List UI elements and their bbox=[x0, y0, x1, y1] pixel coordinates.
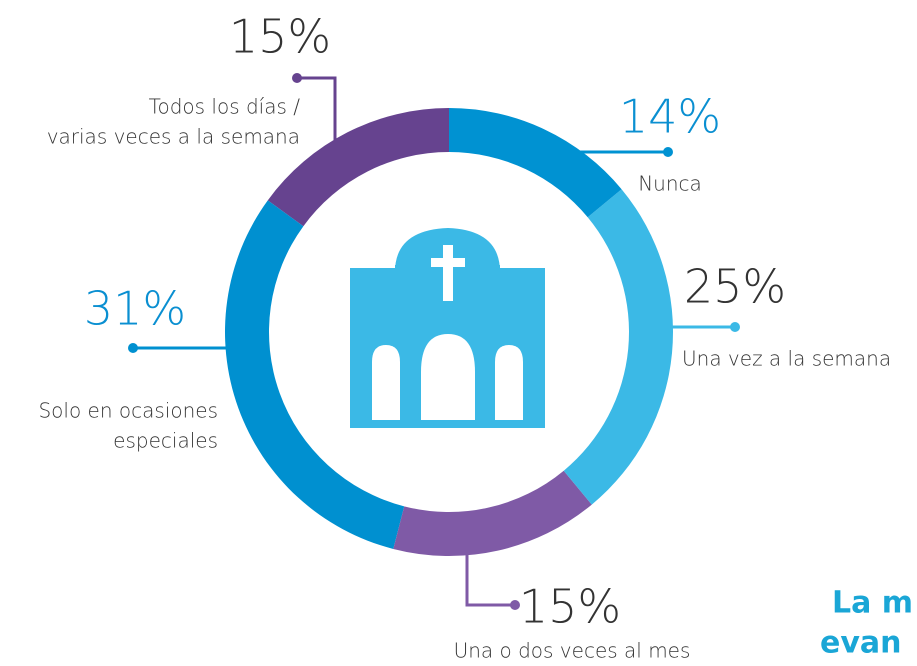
leader-dot bbox=[663, 147, 673, 157]
donut-segment bbox=[267, 108, 449, 227]
leader-line bbox=[297, 76, 337, 140]
leader-dot bbox=[128, 343, 138, 353]
category-label: Una vez a la semana bbox=[682, 347, 891, 371]
category-label: especiales bbox=[113, 429, 218, 453]
value-label: 15% bbox=[519, 580, 621, 634]
category-label: Solo en ocasiones bbox=[38, 399, 218, 423]
footer-text: La m bbox=[832, 586, 913, 621]
donut-segment bbox=[393, 470, 592, 557]
church-details bbox=[372, 245, 523, 420]
leader-line bbox=[465, 555, 515, 607]
category-label: varias veces a la semana bbox=[47, 125, 300, 149]
category-label: Nunca bbox=[638, 172, 702, 196]
value-label: 15% bbox=[229, 10, 331, 64]
value-label: 25% bbox=[684, 260, 786, 314]
footer-text: evan bbox=[820, 626, 902, 661]
value-label: 31% bbox=[84, 282, 186, 336]
leader-dot bbox=[510, 600, 520, 610]
leader-dot bbox=[730, 322, 740, 332]
value-label: 14% bbox=[619, 90, 721, 144]
category-label: Una o dos veces al mes bbox=[454, 639, 691, 663]
donut-segment bbox=[563, 189, 673, 505]
category-label: Todos los días / bbox=[149, 95, 301, 119]
donut-segment bbox=[224, 200, 405, 549]
leader-dot bbox=[292, 73, 302, 83]
donut-segment bbox=[449, 108, 622, 218]
